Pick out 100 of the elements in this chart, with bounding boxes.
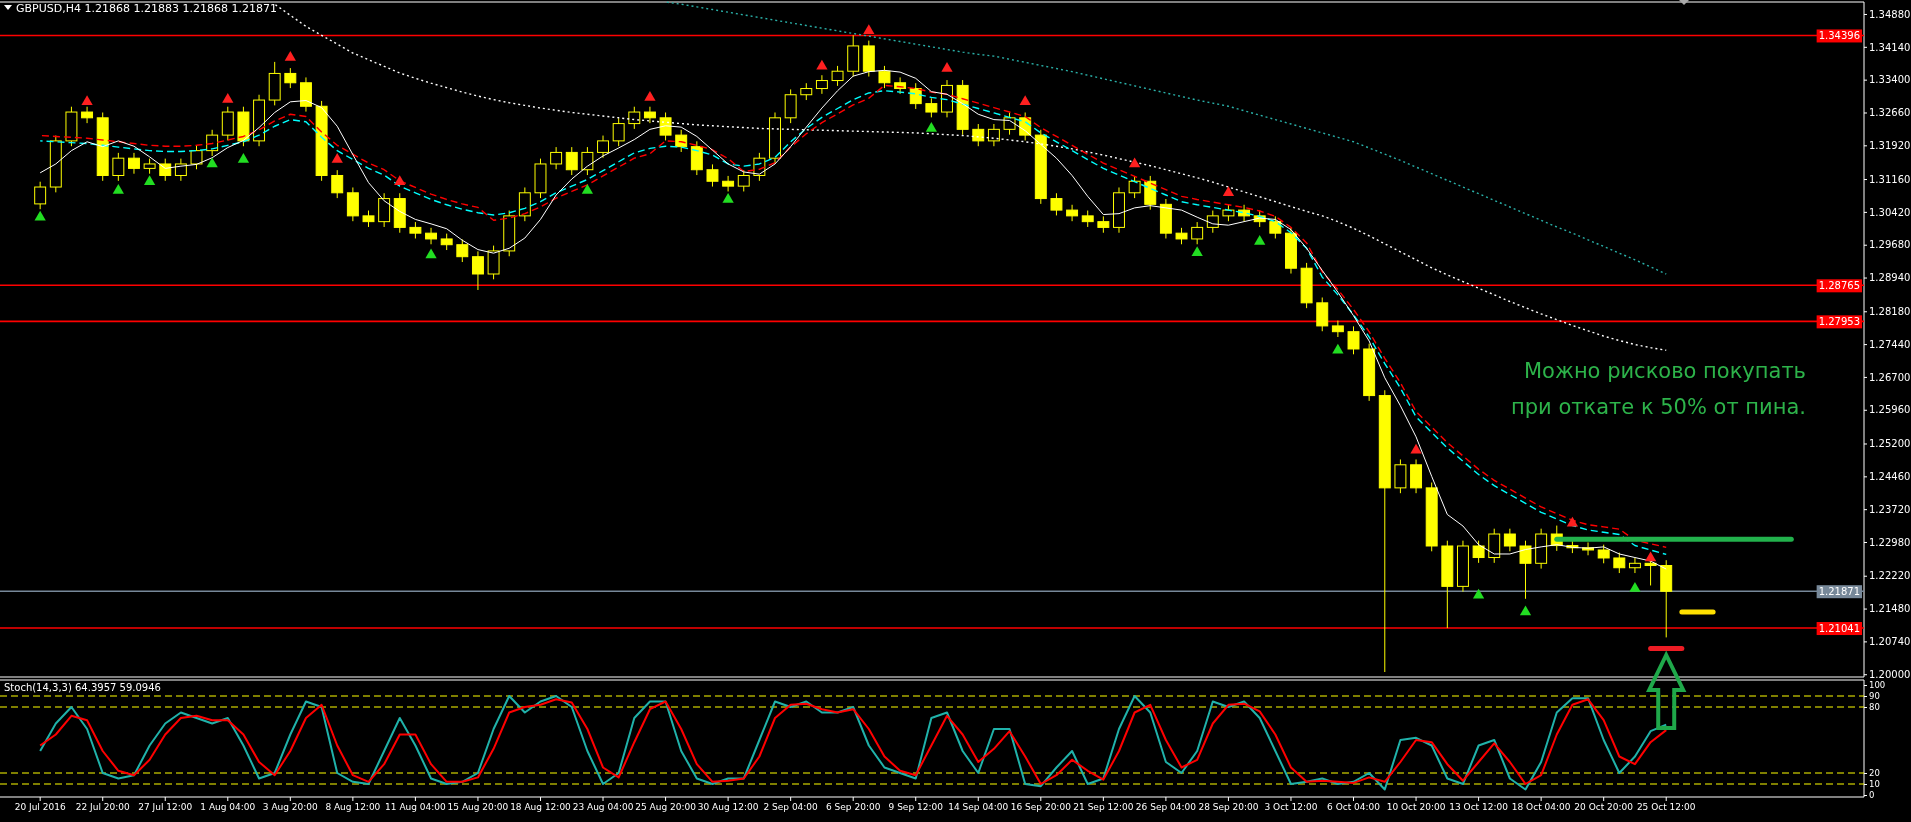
point xyxy=(816,59,828,70)
y-tick-label: 20 xyxy=(1869,768,1880,779)
x-tick-label: 9 Sep 12:00 xyxy=(888,802,944,813)
ref-line-label: 1.28765 xyxy=(1818,280,1860,292)
y-tick-label: 1.21480 xyxy=(1869,603,1911,615)
y-tick-label: 1.29680 xyxy=(1869,239,1911,251)
candlestick xyxy=(909,82,922,110)
point xyxy=(206,157,218,168)
x-tick-label: 14 Sep 04:00 xyxy=(948,802,1009,813)
ref-line-label: 1.34396 xyxy=(1818,30,1860,42)
candlestick xyxy=(456,238,469,263)
point xyxy=(863,24,875,35)
y-tick-label: 1.27440 xyxy=(1869,338,1911,350)
y-tick-label: 1.20740 xyxy=(1869,636,1911,648)
x-tick-label: 20 Oct 20:00 xyxy=(1574,802,1634,813)
point xyxy=(237,153,250,163)
point xyxy=(1222,186,1235,197)
candlestick xyxy=(1394,458,1407,494)
candlestick xyxy=(190,144,203,170)
annotation: Можно рисково покупать при откате к 50% от пина. xyxy=(1511,359,1806,419)
candlestick xyxy=(722,175,735,192)
candlestick xyxy=(1347,325,1360,355)
candlestick xyxy=(675,129,688,153)
point xyxy=(644,90,656,101)
x-tick-label: 3 Oct 12:00 xyxy=(1264,802,1318,813)
candlestick xyxy=(378,192,391,228)
point xyxy=(1019,95,1031,106)
y-tick-label: 1.25960 xyxy=(1869,404,1911,416)
x-tick-label: 28 Sep 20:00 xyxy=(1198,802,1259,813)
x-tick-label: 10 Oct 20:00 xyxy=(1386,802,1446,813)
chart-title: GBPUSD,H4 1.21868 1.21883 1.21868 1.21871 xyxy=(16,2,277,15)
x-tick-label: 6 Oct 04:00 xyxy=(1327,802,1381,813)
y-tick-label: 1.22220 xyxy=(1869,570,1911,582)
point xyxy=(425,248,437,259)
candlestick xyxy=(112,152,125,182)
x-tick-label: 30 Aug 12:00 xyxy=(697,802,759,813)
point xyxy=(1629,582,1641,592)
candlestick xyxy=(221,106,234,141)
x-tick-label: 2 Sep 04:00 xyxy=(763,802,819,813)
x-tick-label: 16 Sep 20:00 xyxy=(1010,802,1072,813)
candlestick xyxy=(1331,320,1344,338)
candlestick xyxy=(1269,215,1282,239)
x-tick-label: 15 Aug 20:00 xyxy=(447,802,509,813)
x-tick-label: 21 Sep 12:00 xyxy=(1073,802,1134,813)
candlestick xyxy=(706,163,719,188)
line-series xyxy=(664,1,1667,275)
point xyxy=(1644,551,1657,562)
x-tick-label: 26 Sep 04:00 xyxy=(1135,802,1197,813)
point xyxy=(143,175,156,185)
candlestick xyxy=(1628,557,1641,574)
candlestick xyxy=(331,169,344,199)
point xyxy=(222,93,234,103)
y-tick-label: 80 xyxy=(1869,702,1880,713)
candlestick xyxy=(284,67,297,89)
candlestick xyxy=(628,106,641,130)
candlestick xyxy=(81,106,94,124)
y-tick-label: 1.25200 xyxy=(1869,438,1911,450)
candlestick xyxy=(550,146,563,170)
x-tick-label: 13 Oct 12:00 xyxy=(1449,802,1509,813)
x-tick-label: 27 Jul 12:00 xyxy=(138,802,193,813)
candlestick xyxy=(518,186,531,222)
point xyxy=(1410,443,1422,454)
candlestick xyxy=(425,227,438,245)
y-tick-label: 1.23720 xyxy=(1869,503,1911,515)
point xyxy=(1128,157,1141,168)
y-tick-label: 1.28940 xyxy=(1869,272,1911,284)
candlestick xyxy=(1597,544,1610,564)
point xyxy=(284,50,296,61)
candlestick xyxy=(784,88,797,124)
x-tick-label: 18 Oct 04:00 xyxy=(1511,802,1571,813)
x-tick-label: 11 Aug 04:00 xyxy=(385,802,447,813)
point xyxy=(81,95,93,106)
x-tick-label: 25 Aug 20:00 xyxy=(635,802,697,813)
y-tick-label: 1.22980 xyxy=(1869,536,1911,548)
x-tick-label: 1 Aug 04:00 xyxy=(200,802,256,813)
x-tick-label: 6 Sep 20:00 xyxy=(826,802,881,813)
y-tick-label: 100 xyxy=(1869,680,1886,691)
ref-line-label: 1.27953 xyxy=(1818,316,1860,328)
candlestick xyxy=(815,74,828,95)
candlestick xyxy=(878,65,891,89)
candlestick xyxy=(1410,458,1423,494)
y-tick-label: 1.30420 xyxy=(1869,206,1911,218)
candlestick xyxy=(1066,204,1079,222)
point xyxy=(925,121,937,132)
point xyxy=(112,184,124,194)
candlestick xyxy=(831,65,844,87)
point xyxy=(581,184,594,194)
candlestick xyxy=(581,146,594,176)
x-tick-label: 20 Jul 2016 xyxy=(14,802,66,813)
candlestick xyxy=(34,181,47,210)
y-tick-label: 1.34140 xyxy=(1869,41,1911,53)
candlestick xyxy=(565,146,578,176)
y-tick-label: 1.31920 xyxy=(1869,140,1911,152)
ref-line-label: 1.21041 xyxy=(1818,623,1860,635)
point xyxy=(1254,235,1266,245)
point xyxy=(941,62,953,72)
y-tick-label: 1.34880 xyxy=(1869,8,1911,20)
candlestick xyxy=(1503,528,1516,552)
candlestick xyxy=(1191,221,1204,245)
candlestick xyxy=(1488,528,1501,564)
